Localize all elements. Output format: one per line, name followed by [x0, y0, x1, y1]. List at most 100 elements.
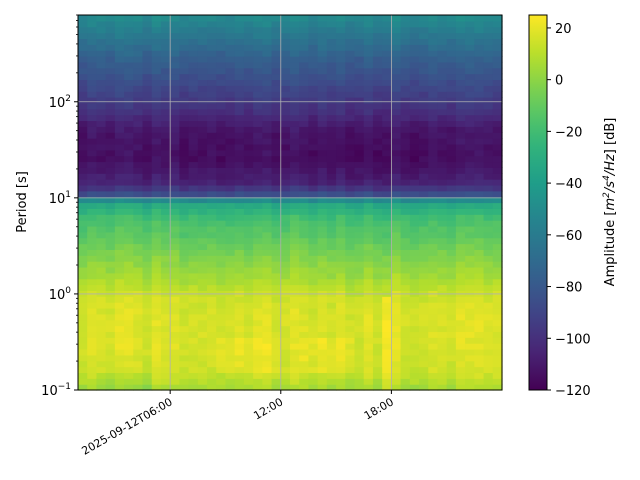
heatmap-cell [345, 384, 356, 391]
heatmap-cell [290, 91, 300, 98]
heatmap-cell [114, 149, 125, 157]
heatmap-cell [446, 143, 457, 151]
heatmap-cell [419, 173, 429, 180]
heatmap-cell [271, 196, 282, 204]
heatmap-cell [105, 132, 116, 139]
heatmap-cell [400, 331, 411, 338]
heatmap-cell [151, 384, 162, 391]
heatmap-cell [207, 20, 217, 28]
heatmap-cell [170, 143, 180, 151]
heatmap-cell [253, 331, 263, 338]
heatmap-cell [197, 108, 208, 116]
heatmap-cell [446, 155, 457, 163]
heatmap-cell [437, 313, 448, 321]
heatmap-cell [179, 231, 190, 239]
y-tick-label: 102 [49, 94, 71, 111]
heatmap-cell [326, 161, 337, 168]
heatmap-cell [78, 149, 88, 157]
heatmap-cell [234, 366, 245, 374]
heatmap-cell [400, 307, 411, 315]
heatmap-cell [446, 126, 457, 133]
heatmap-cell [299, 337, 310, 344]
heatmap-cell [124, 50, 134, 57]
x-tick-label: 12:00 [251, 395, 285, 422]
heatmap-cell [372, 243, 383, 250]
heatmap-cell [317, 325, 328, 333]
heatmap-cell [105, 231, 116, 239]
heatmap-cell [317, 108, 328, 116]
heatmap-cell [262, 372, 273, 379]
heatmap-cell [391, 143, 402, 151]
heatmap-cell [446, 50, 457, 57]
heatmap-cell [133, 266, 144, 274]
heatmap-cell [290, 138, 300, 145]
heatmap-cell [87, 138, 98, 145]
heatmap-cell [400, 179, 411, 186]
heatmap-cell [437, 73, 448, 81]
heatmap-cell [474, 384, 485, 391]
heatmap-cell [197, 184, 208, 192]
heatmap-cell [207, 366, 217, 374]
heatmap-cell [225, 372, 236, 379]
heatmap-cell [483, 225, 494, 233]
heatmap-cell [234, 126, 245, 133]
heatmap-cell [87, 313, 98, 321]
heatmap-cell [290, 366, 300, 374]
heatmap-cell [400, 85, 411, 92]
heatmap-cell [160, 384, 171, 391]
heatmap-cell [363, 161, 374, 168]
heatmap-cell [483, 126, 494, 133]
heatmap-cell [262, 149, 273, 157]
heatmap-cell [290, 67, 300, 75]
heatmap-cell [336, 91, 346, 98]
heatmap-cell [170, 155, 180, 163]
heatmap-cell [142, 20, 153, 28]
heatmap-cell [151, 296, 162, 303]
heatmap-cell [142, 26, 153, 34]
heatmap-cell [207, 302, 217, 309]
heatmap-cell [382, 20, 392, 28]
heatmap-cell [363, 184, 374, 192]
heatmap-cell [400, 255, 411, 262]
heatmap-cell [179, 32, 190, 40]
heatmap-cell [207, 272, 217, 280]
heatmap-cell [419, 120, 429, 127]
heatmap-cell [326, 372, 337, 379]
heatmap-cell [308, 266, 319, 274]
heatmap-cell [492, 44, 503, 51]
heatmap-cell [216, 231, 227, 239]
heatmap-cell [253, 243, 263, 250]
heatmap-cell [280, 220, 291, 227]
heatmap-cell [391, 343, 402, 350]
heatmap-cell [142, 155, 153, 163]
heatmap-cell [78, 56, 88, 63]
heatmap-cell [142, 366, 153, 374]
heatmap-cell [474, 319, 485, 327]
heatmap-cell [483, 249, 494, 256]
heatmap-cell [336, 179, 346, 186]
heatmap-cell [492, 343, 503, 350]
heatmap-cell [345, 319, 356, 327]
heatmap-cell [142, 161, 153, 168]
heatmap-cell [179, 384, 190, 391]
heatmap-cell [142, 266, 153, 274]
heatmap-cell [382, 126, 392, 133]
heatmap-cell [216, 179, 227, 186]
heatmap-cell [253, 302, 263, 309]
colorbar-title-m: m [603, 198, 618, 211]
heatmap-cell [345, 202, 356, 209]
heatmap-cell [262, 184, 273, 192]
heatmap-cell [363, 360, 374, 368]
heatmap-cell [428, 278, 439, 286]
heatmap-cell [299, 196, 310, 204]
heatmap-cell [400, 225, 411, 233]
heatmap-cell [262, 143, 273, 151]
heatmap-cell [326, 272, 337, 280]
heatmap-cell [160, 372, 171, 379]
heatmap-cell [290, 348, 300, 356]
heatmap-cell [142, 231, 153, 239]
heatmap-cell [382, 184, 392, 192]
heatmap-cell [336, 32, 346, 40]
heatmap-cell [317, 354, 328, 362]
heatmap-cell [87, 243, 98, 250]
